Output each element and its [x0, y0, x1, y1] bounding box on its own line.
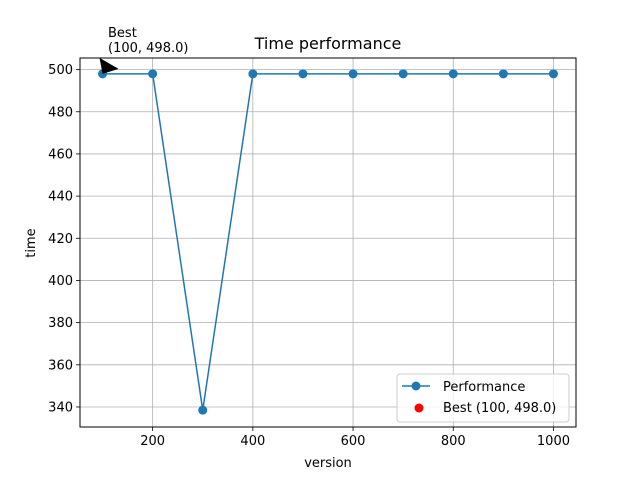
- legend-best-marker: [414, 403, 424, 413]
- x-tick-label: 600: [341, 434, 366, 449]
- performance-point: [298, 69, 308, 79]
- performance-line: [102, 73, 554, 411]
- x-tick-label: 200: [140, 434, 165, 449]
- performance-point: [148, 69, 158, 79]
- annotation-arrow: [99, 57, 119, 74]
- legend-box: [396, 373, 570, 423]
- grid: [80, 58, 576, 427]
- y-tick-label: 380: [48, 316, 73, 331]
- annotation-label: Best: [108, 26, 137, 41]
- performance-point: [198, 405, 208, 415]
- y-axis-label: time: [24, 228, 39, 257]
- legend-performance-marker: [411, 381, 421, 391]
- plot-frame: [79, 57, 577, 428]
- y-ticks: 340 360 380 400 420 440 460 480 500: [48, 63, 80, 415]
- y-tick-label: 500: [48, 63, 73, 78]
- chart-title: Time performance: [254, 34, 402, 53]
- x-axis-label: version: [304, 456, 352, 471]
- legend-best-label: Best (100, 498.0): [443, 401, 556, 416]
- y-tick-label: 400: [48, 274, 73, 289]
- performance-point: [498, 69, 508, 79]
- x-ticks: 200 400 600 800 1000: [140, 427, 570, 449]
- legend: Performance Best (100, 498.0): [396, 373, 570, 423]
- legend-performance-label: Performance: [443, 380, 525, 395]
- performance-point: [398, 69, 408, 79]
- y-tick-label: 360: [48, 358, 73, 373]
- y-tick-label: 480: [48, 105, 73, 120]
- x-tick-label: 800: [441, 434, 466, 449]
- annotation-coords: (100, 498.0): [108, 41, 188, 56]
- series-layer: [98, 69, 558, 415]
- best-annotation: Best (100, 498.0): [99, 26, 188, 74]
- x-tick-label: 400: [240, 434, 265, 449]
- x-tick-label: 1000: [537, 434, 570, 449]
- performance-point: [248, 69, 258, 79]
- performance-point: [548, 69, 558, 79]
- y-tick-label: 420: [48, 232, 73, 247]
- y-tick-label: 440: [48, 190, 73, 205]
- y-tick-label: 460: [48, 147, 73, 162]
- performance-point: [348, 69, 358, 79]
- y-tick-label: 340: [48, 400, 73, 415]
- performance-point: [448, 69, 458, 79]
